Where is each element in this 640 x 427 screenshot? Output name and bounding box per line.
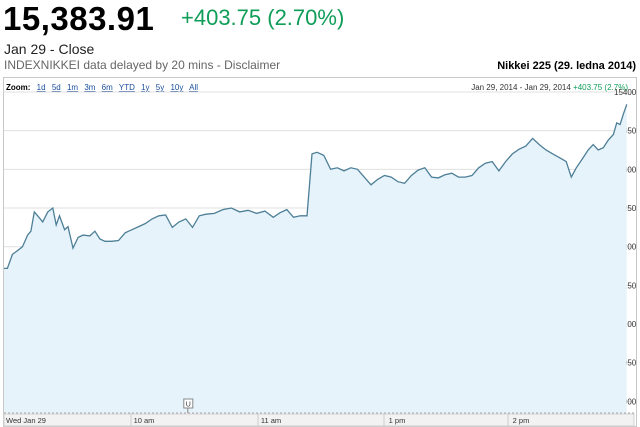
zoom-ytd[interactable]: YTD	[118, 83, 135, 92]
delay-notice: INDEXNIKKEI data delayed by 20 mins - Di…	[4, 58, 280, 72]
zoom-6m[interactable]: 6m	[101, 83, 113, 92]
series-line	[4, 104, 628, 270]
zoom-all[interactable]: All	[189, 83, 199, 92]
chart-title: Nikkei 225 (29. ledna 2014)	[497, 60, 636, 72]
date-range-text: Jan 29, 2014 - Jan 29, 2014	[471, 83, 571, 92]
x-axis-bar	[3, 413, 635, 427]
x-tick-label: 1 pm	[389, 416, 406, 425]
zoom-label: Zoom:	[6, 83, 31, 92]
x-tick-label: 10 am	[134, 416, 155, 425]
zoom-10y[interactable]: 10y	[170, 83, 184, 92]
annotation-label: U	[186, 402, 191, 409]
zoom-1m[interactable]: 1m	[66, 83, 79, 92]
price-change: +403.75 (2.70%)	[181, 5, 345, 30]
zoom-5d[interactable]: 5d	[51, 83, 61, 92]
zoom-3m[interactable]: 3m	[84, 83, 96, 92]
annotation-flag	[183, 398, 194, 409]
range-change: +403.75 (2.7%)	[573, 83, 628, 92]
x-tick-label: Wed Jan 29	[6, 416, 46, 425]
disclaimer-link[interactable]: Disclaimer	[224, 58, 281, 72]
zoom-1d[interactable]: 1d	[36, 83, 46, 92]
index-price: 15,383.91	[3, 0, 155, 37]
close-label: Jan 29 - Close	[4, 41, 95, 57]
zoom-5y[interactable]: 5y	[155, 83, 165, 92]
series-area	[4, 104, 627, 414]
date-range: Jan 29, 2014 - Jan 29, 2014 +403.75 (2.7…	[471, 83, 628, 92]
delay-text: data delayed by 20 mins -	[80, 58, 225, 72]
zoom-1y[interactable]: 1y	[141, 83, 150, 92]
ticker-symbol: INDEXNIKKEI	[4, 58, 81, 72]
x-tick-label: 11 am	[261, 416, 281, 425]
zoom-bar: Zoom: 1d 5d 1m 3m 6m YTD 1y 5y 10y All	[6, 83, 202, 92]
y-tick-label: 15400	[614, 88, 637, 97]
x-tick-label: 2 pm	[513, 416, 530, 425]
